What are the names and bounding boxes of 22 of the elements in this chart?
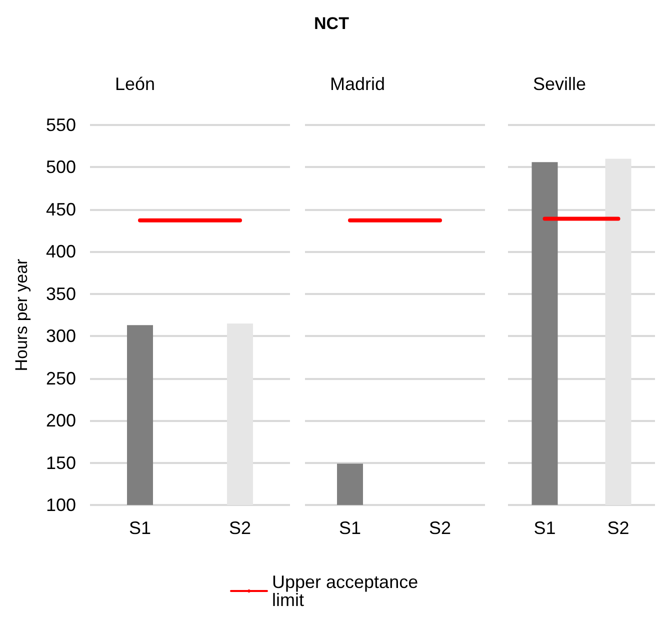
legend-label: Upper acceptance limit — [272, 572, 424, 610]
chart-subtitle: León — [115, 74, 156, 94]
y-tick-label: 450 — [46, 199, 76, 220]
y-tick-label: 400 — [46, 242, 76, 262]
chart-subtitle: Madrid — [330, 74, 386, 94]
x-tick-label: S2 — [228, 518, 252, 538]
x-tick-label: S1 — [534, 518, 556, 538]
x-tick-label: S2 — [607, 518, 630, 538]
y-tick-label: 150 — [46, 452, 76, 473]
y-axis-title: Hours per year — [12, 258, 31, 372]
x-tick-label: S1 — [128, 518, 152, 538]
x-tick-label: S1 — [338, 518, 362, 538]
chart-title: NCT — [314, 14, 350, 33]
y-tick-label: 500 — [46, 157, 76, 178]
y-tick-label: 550 — [46, 115, 76, 135]
x-tick-label: S2 — [428, 518, 452, 538]
y-tick-label: 250 — [46, 368, 76, 388]
chart-subtitle: Seville — [533, 74, 586, 94]
y-tick-label: 200 — [46, 410, 76, 431]
y-tick-label: 300 — [46, 326, 76, 346]
y-tick-label: 350 — [46, 284, 76, 304]
y-tick-label: 100 — [46, 495, 76, 515]
